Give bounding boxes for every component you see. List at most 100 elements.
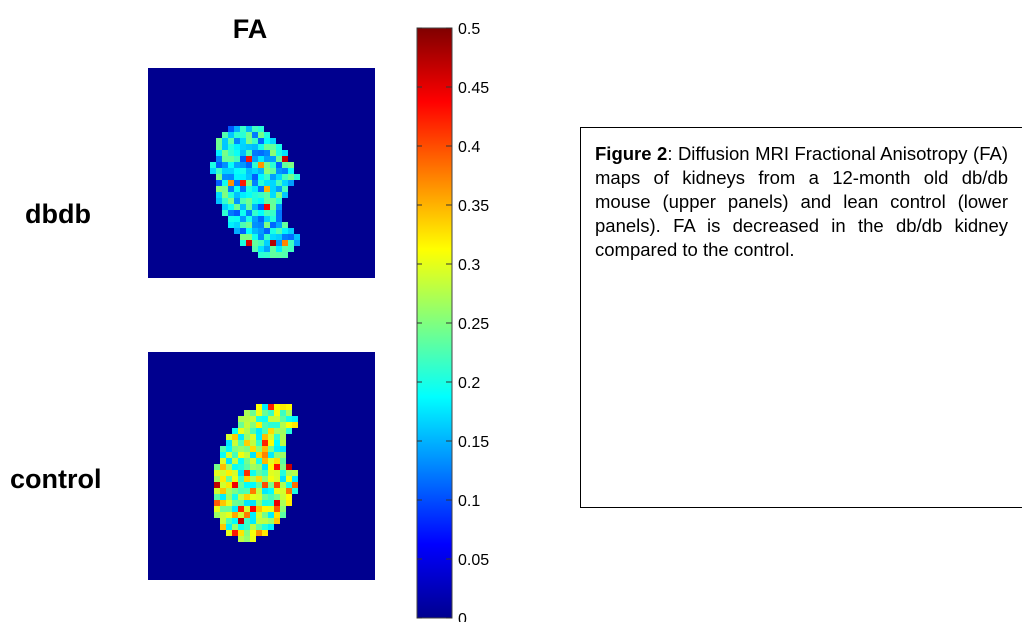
map-pixel	[244, 518, 250, 524]
map-pixel	[264, 132, 270, 138]
map-pixel	[244, 530, 250, 536]
map-pixel	[234, 132, 240, 138]
map-pixel	[252, 144, 258, 150]
map-pixel	[264, 240, 270, 246]
map-pixel	[232, 500, 238, 506]
map-pixel	[240, 144, 246, 150]
map-pixel	[244, 488, 250, 494]
map-pixel	[276, 240, 282, 246]
map-pixel	[280, 494, 286, 500]
map-pixel	[228, 204, 234, 210]
map-pixel	[270, 210, 276, 216]
map-pixel	[222, 168, 228, 174]
map-pixel	[292, 482, 298, 488]
map-pixel	[244, 440, 250, 446]
map-pixel	[234, 168, 240, 174]
map-pixel	[252, 132, 258, 138]
map-pixel	[252, 150, 258, 156]
map-pixel	[220, 506, 226, 512]
caption-label: Figure 2	[595, 143, 668, 164]
map-pixel	[246, 126, 252, 132]
map-pixel	[240, 150, 246, 156]
map-pixel	[282, 168, 288, 174]
map-pixel	[256, 458, 262, 464]
map-pixel	[288, 246, 294, 252]
map-pixel	[280, 440, 286, 446]
caption: Figure 2: Diffusion MRI Fractional Aniso…	[580, 127, 1022, 508]
map-pixel	[228, 180, 234, 186]
map-pixel	[264, 228, 270, 234]
map-pixel	[270, 150, 276, 156]
map-pixel	[288, 228, 294, 234]
map-pixel	[220, 488, 226, 494]
map-pixel	[228, 144, 234, 150]
map-pixel	[292, 422, 298, 428]
map-pixel	[268, 404, 274, 410]
map-pixel	[226, 482, 232, 488]
map-pixel	[252, 138, 258, 144]
map-pixel	[264, 252, 270, 258]
map-pixel	[282, 174, 288, 180]
map-pixel	[244, 452, 250, 458]
map-pixel	[268, 452, 274, 458]
map-pixel	[238, 512, 244, 518]
map-pixel	[256, 530, 262, 536]
map-pixel	[246, 174, 252, 180]
map-pixel	[238, 476, 244, 482]
map-pixel	[250, 434, 256, 440]
map-pixel	[270, 138, 276, 144]
row-label: dbdb	[25, 199, 91, 229]
map-pixel	[276, 204, 282, 210]
map-pixel	[234, 138, 240, 144]
map-pixel	[240, 222, 246, 228]
map-pixel	[250, 452, 256, 458]
map-pixel	[246, 186, 252, 192]
map-pixel	[250, 440, 256, 446]
map-pixel	[292, 416, 298, 422]
map-pixel	[258, 126, 264, 132]
map-pixel	[276, 216, 282, 222]
map-pixel	[256, 446, 262, 452]
map-pixel	[268, 440, 274, 446]
map-pixel	[274, 518, 280, 524]
map-pixel	[214, 500, 220, 506]
map-pixel	[276, 246, 282, 252]
map-pixel	[234, 174, 240, 180]
map-pixel	[276, 180, 282, 186]
map-pixel	[264, 198, 270, 204]
map-pixel	[220, 512, 226, 518]
map-pixel	[240, 180, 246, 186]
map-pixel	[216, 186, 222, 192]
map-pixel	[210, 168, 216, 174]
map-pixel	[250, 536, 256, 542]
map-pixel	[262, 488, 268, 494]
map-pixel	[246, 222, 252, 228]
map-pixel	[246, 240, 252, 246]
map-pixel	[268, 464, 274, 470]
map-pixel	[256, 422, 262, 428]
map-pixel	[256, 452, 262, 458]
map-pixel	[246, 150, 252, 156]
map-pixel	[268, 470, 274, 476]
map-pixel	[282, 150, 288, 156]
map-pixel	[210, 162, 216, 168]
map-pixel	[220, 476, 226, 482]
map-pixel	[256, 482, 262, 488]
map-pixel	[258, 138, 264, 144]
map-pixel	[282, 192, 288, 198]
map-pixel	[286, 422, 292, 428]
map-pixel	[214, 506, 220, 512]
map-pixel	[282, 180, 288, 186]
map-pixel	[228, 210, 234, 216]
map-pixel	[234, 162, 240, 168]
map-pixel	[226, 440, 232, 446]
map-pixel	[228, 198, 234, 204]
map-pixel	[246, 138, 252, 144]
map-pixel	[234, 126, 240, 132]
map-pixel	[252, 162, 258, 168]
map-pixel	[252, 204, 258, 210]
map-pixel	[276, 192, 282, 198]
map-pixel	[238, 494, 244, 500]
map-pixel	[286, 470, 292, 476]
